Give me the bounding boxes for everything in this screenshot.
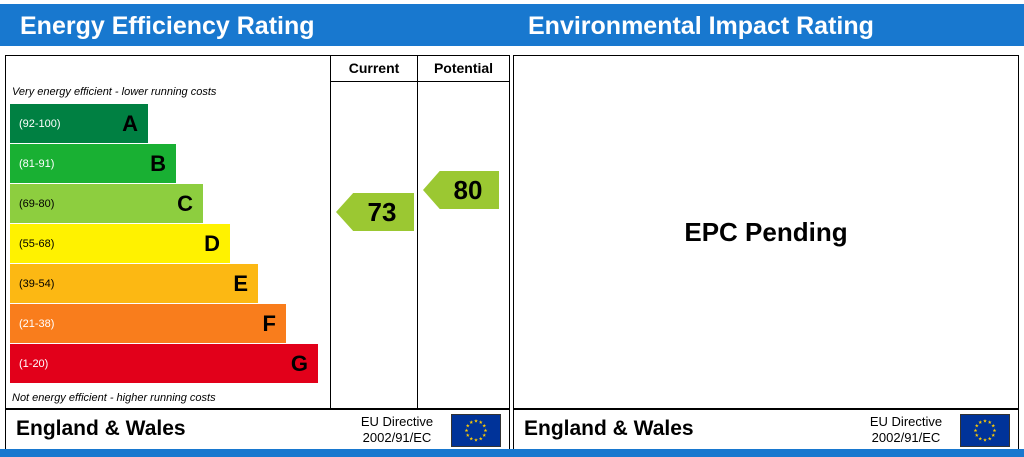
potential-column: Potential xyxy=(417,55,510,409)
band-a: (92-100) A xyxy=(10,104,148,143)
left-eu-directive-line1: EU Directive xyxy=(360,414,434,429)
right-eu-directive-line2: 2002/91/EC xyxy=(871,430,941,445)
current-column-header: Current xyxy=(331,56,417,82)
eu-flag-icon xyxy=(451,414,501,447)
note-not-efficient: Not energy efficient - higher running co… xyxy=(12,392,216,404)
right-region-label: England & Wales xyxy=(524,417,694,440)
band-b: (81-91) B xyxy=(10,144,176,183)
right-eu-directive: EU Directive 2002/91/EC xyxy=(856,414,956,446)
band-c-letter: C xyxy=(177,190,193,216)
band-d-range: (55-68) xyxy=(19,237,55,250)
band-b-letter: B xyxy=(150,150,166,176)
band-e: (39-54) E xyxy=(10,264,258,303)
environmental-impact-title: Environmental Impact Rating xyxy=(528,12,874,40)
band-g: (1-20) G xyxy=(10,344,318,383)
potential-column-header: Potential xyxy=(418,56,509,82)
eu-flag-icon xyxy=(960,414,1010,447)
right-eu-directive-line1: EU Directive xyxy=(869,414,943,429)
band-c-range: (69-80) xyxy=(19,197,55,210)
left-footer: England & Wales EU Directive 2002/91/EC xyxy=(5,409,510,450)
current-rating-arrow: 73 xyxy=(336,193,414,231)
band-e-range: (39-54) xyxy=(19,277,55,290)
left-region-label: England & Wales xyxy=(16,417,186,440)
band-c: (69-80) C xyxy=(10,184,203,223)
title-bar xyxy=(0,4,1024,46)
band-f-range: (21-38) xyxy=(19,317,55,330)
note-very-efficient: Very energy efficient - lower running co… xyxy=(12,86,217,98)
band-d-letter: D xyxy=(204,230,220,256)
band-g-letter: G xyxy=(290,350,308,376)
band-a-range: (92-100) xyxy=(19,117,61,130)
band-b-range: (81-91) xyxy=(19,157,55,170)
potential-rating-arrow: 80 xyxy=(423,171,499,209)
band-d: (55-68) D xyxy=(10,224,230,263)
energy-efficiency-title: Energy Efficiency Rating xyxy=(20,12,315,40)
environmental-impact-panel: EPC Pending xyxy=(513,55,1019,409)
left-eu-directive: EU Directive 2002/91/EC xyxy=(347,414,447,446)
band-f: (21-38) F xyxy=(10,304,286,343)
rating-bands: (92-100) A (81-91) B (69-80) C (55-68) D… xyxy=(10,104,318,384)
left-eu-directive-line2: 2002/91/EC xyxy=(362,430,432,445)
band-f-letter: F xyxy=(262,310,276,336)
bottom-bar xyxy=(0,449,1024,457)
band-e-letter: E xyxy=(233,270,248,296)
current-column: Current xyxy=(330,55,418,409)
band-a-letter: A xyxy=(122,110,138,136)
band-g-range: (1-20) xyxy=(19,357,49,370)
epc-pending-label: EPC Pending xyxy=(684,216,848,247)
right-footer: England & Wales EU Directive 2002/91/EC xyxy=(513,409,1019,450)
